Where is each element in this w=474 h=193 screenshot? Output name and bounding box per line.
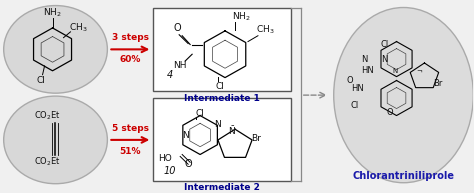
Text: O: O	[386, 108, 393, 117]
Text: $\mathregular{NH_2}$: $\mathregular{NH_2}$	[232, 10, 252, 23]
Text: 51%: 51%	[119, 147, 141, 156]
Text: HO: HO	[158, 154, 172, 163]
Text: Intermediate 2: Intermediate 2	[184, 183, 260, 192]
Text: O: O	[173, 23, 181, 33]
Text: N: N	[362, 55, 368, 64]
Text: O: O	[184, 159, 192, 169]
Text: N: N	[382, 55, 388, 64]
FancyBboxPatch shape	[153, 8, 291, 91]
Text: N: N	[392, 68, 397, 74]
Text: $\mathregular{CO_2Et}$: $\mathregular{CO_2Et}$	[34, 109, 61, 122]
Text: O: O	[346, 76, 353, 85]
Text: N: N	[214, 120, 220, 129]
Text: Cl: Cl	[351, 101, 359, 110]
Text: Intermediate 1: Intermediate 1	[184, 94, 260, 102]
Ellipse shape	[4, 96, 108, 184]
Text: Cl: Cl	[36, 76, 45, 85]
Text: 5 steps: 5 steps	[112, 124, 149, 133]
Text: N: N	[182, 130, 189, 140]
Text: Chlorantriniliprole: Chlorantriniliprole	[353, 171, 455, 181]
Text: Cl: Cl	[216, 82, 225, 91]
Text: $\mathregular{NH_2}$: $\mathregular{NH_2}$	[43, 6, 62, 19]
Text: NH: NH	[173, 61, 187, 70]
Text: $\mathregular{CO_2Et}$: $\mathregular{CO_2Et}$	[34, 155, 61, 168]
Text: 3 steps: 3 steps	[112, 33, 149, 42]
Text: Br: Br	[251, 135, 261, 143]
Text: Cl: Cl	[196, 109, 205, 118]
Text: Br: Br	[433, 79, 442, 88]
Text: $\mathregular{CH_3}$: $\mathregular{CH_3}$	[255, 24, 274, 36]
Text: 10: 10	[164, 166, 176, 176]
Text: 4: 4	[167, 70, 173, 80]
Text: Cl: Cl	[381, 40, 389, 49]
Text: $\mathregular{\neg}$: $\mathregular{\neg}$	[416, 68, 423, 74]
Text: $\mathregular{CH_3}$: $\mathregular{CH_3}$	[69, 22, 88, 34]
Text: 60%: 60%	[119, 55, 141, 64]
Text: HN: HN	[361, 66, 374, 75]
Text: $\mathregular{\bar{N}}$: $\mathregular{\bar{N}}$	[228, 124, 236, 137]
Text: HN: HN	[351, 84, 364, 93]
Ellipse shape	[334, 8, 474, 183]
Ellipse shape	[4, 6, 108, 93]
FancyBboxPatch shape	[153, 98, 291, 181]
